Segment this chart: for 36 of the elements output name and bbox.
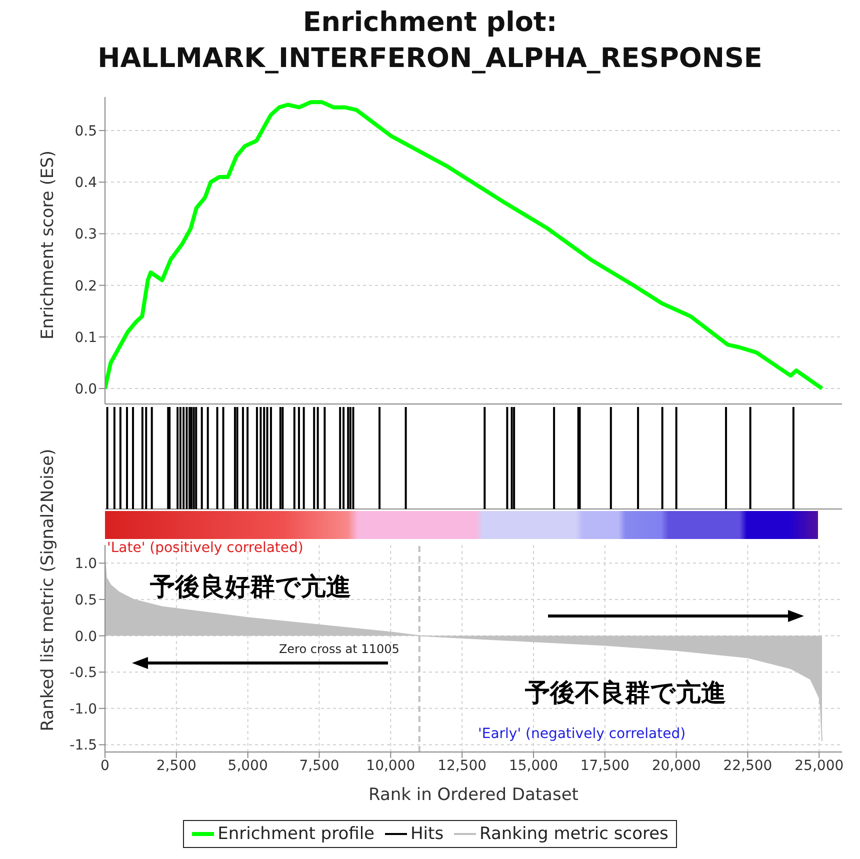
x-tick-label: 10,000 (366, 758, 416, 774)
x-tick-label: 20,000 (652, 758, 701, 774)
x-tick-label: 5,000 (228, 758, 268, 774)
legend-label: Hits (410, 824, 444, 844)
legend-label: Enrichment profile (218, 824, 375, 844)
x-tick-label: 12,500 (438, 758, 487, 774)
x-tick-label: 7,500 (299, 758, 340, 774)
x-tick-label: 2,500 (156, 758, 196, 774)
y-tick-label: 0.0 (74, 628, 97, 645)
chart-title: Enrichment plot: HALLMARK_INTERFERON_ALPHA_RESPONSE (96, 6, 764, 76)
x-tick-label: 0 (100, 758, 110, 774)
annotation: 予後不良群で亢進 (525, 677, 726, 709)
y-axis-title: Enrichment score (ES) (38, 149, 58, 342)
y-tick-label: 0.5 (74, 592, 97, 608)
x-axis-title: Rank in Ordered Dataset (368, 785, 579, 805)
y-tick-label: 0.2 (74, 278, 97, 294)
annotation: 予後良好群で亢進 (150, 571, 351, 603)
y-tick-label: 0.4 (74, 175, 98, 192)
x-tick-label: 22,500 (723, 758, 772, 774)
line-series (105, 100, 824, 391)
y-tick-label: -1.5 (70, 738, 97, 754)
ref-line-label: Zero cross at 11005 (278, 642, 400, 656)
annotation: 'Early' (negatively correlated) (478, 726, 686, 742)
y-tick-label: 0.1 (74, 330, 97, 346)
y-tick-label: 0.5 (74, 124, 97, 140)
y-tick-label: 1.0 (74, 556, 97, 572)
annotation: 'Late' (positively correlated) (107, 540, 304, 556)
x-tick-label: 25,000 (794, 758, 844, 774)
y-axis-title: Ranked list metric (Signal2Noise) (38, 448, 58, 734)
x-tick-label: 15,000 (508, 758, 558, 774)
y-tick-label: -0.5 (70, 665, 97, 682)
y-tick-label: 0.3 (74, 226, 97, 243)
legend-label: Ranking metric scores (480, 824, 668, 844)
y-tick-label: -1.0 (70, 701, 97, 718)
x-tick-label: 17,500 (580, 758, 630, 774)
y-tick-label: 0.0 (74, 381, 97, 398)
